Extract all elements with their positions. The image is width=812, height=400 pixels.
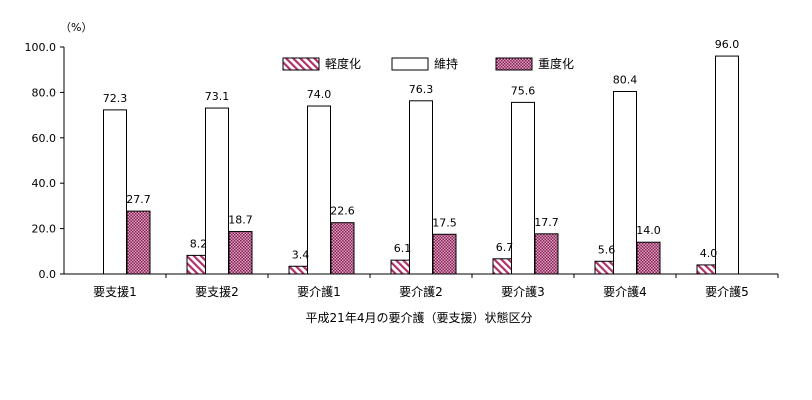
value-label-maintain: 76.3 (409, 83, 434, 96)
y-tick-label: 20.0 (32, 223, 57, 236)
category-labels: 要支援1 要支援2 要介護1 要介護2 要介護3 要介護4 要介護5 (93, 274, 779, 299)
y-tick-label: 0.0 (39, 268, 57, 281)
bar-heavier (330, 222, 355, 275)
value-label-heavier: 22.6 (330, 205, 355, 218)
y-tick-label: 60.0 (32, 132, 57, 145)
bar-heavier (126, 210, 151, 275)
bar-heavier (432, 233, 457, 275)
bar-heavier (636, 241, 661, 275)
value-label-maintain: 96.0 (715, 38, 740, 51)
legend-label-lighter: 軽度化 (325, 56, 361, 71)
category-label: 要介護3 (501, 284, 545, 299)
bar-heavier (534, 233, 559, 275)
x-axis-title: 平成21年4月の要介護（要支援）状態区分 (306, 310, 533, 325)
value-label-heavier: 18.7 (228, 214, 253, 227)
category-label: 要介護5 (705, 284, 749, 299)
legend-swatch-lighter (282, 57, 320, 71)
value-label-heavier: 17.7 (534, 216, 559, 229)
y-axis-unit-label: （%） (60, 21, 92, 34)
legend: 軽度化 維持 重度化 (282, 56, 574, 71)
category-label: 要介護2 (399, 284, 443, 299)
value-label-maintain: 73.1 (205, 90, 230, 103)
legend-swatch-heavier (495, 57, 533, 71)
bar-maintain (511, 101, 535, 275)
legend-label-maintain: 維持 (434, 56, 458, 71)
legend-swatch-maintain (391, 57, 429, 71)
value-label-lighter: 8.2 (190, 237, 208, 250)
value-label-heavier: 17.5 (432, 216, 457, 229)
value-labels: 72.3 27.7 8.2 73.1 18.7 3.4 74.0 22.6 6.1 76.3 17.… (103, 38, 740, 261)
value-label-maintain: 75.6 (511, 84, 536, 97)
value-label-maintain: 72.3 (103, 92, 128, 105)
value-label-lighter: 6.1 (394, 242, 412, 255)
bar-maintain (307, 105, 331, 275)
value-label-lighter: 4.0 (700, 247, 718, 260)
legend-item-maintain: 維持 (391, 56, 458, 71)
bar-maintain (409, 100, 433, 275)
category-label: 要支援1 (93, 285, 137, 299)
category-label: 要支援2 (195, 285, 239, 299)
bar-heavier (228, 231, 253, 275)
bar-maintain (205, 107, 229, 275)
y-tick-label: 40.0 (32, 177, 57, 190)
value-label-maintain: 74.0 (307, 88, 332, 101)
bar-maintain (103, 109, 127, 275)
legend-label-heavier: 重度化 (538, 56, 574, 71)
value-label-heavier: 27.7 (126, 193, 151, 206)
value-label-lighter: 6.7 (496, 241, 514, 254)
value-label-maintain: 80.4 (613, 73, 638, 86)
bar-maintain (613, 90, 637, 275)
bar-maintain (715, 55, 739, 275)
legend-item-heavier: 重度化 (495, 56, 574, 71)
y-tick-label: 100.0 (25, 41, 57, 54)
bars (103, 55, 739, 275)
category-label: 要介護4 (603, 284, 647, 299)
category-label: 要介護1 (297, 284, 341, 299)
value-label-heavier: 14.0 (636, 224, 661, 237)
legend-item-lighter: 軽度化 (282, 56, 361, 71)
y-axis-ticks: 0.0 20.0 40.0 60.0 80.0 100.0 (25, 41, 64, 281)
value-label-lighter: 5.6 (598, 243, 616, 256)
value-label-lighter: 3.4 (292, 248, 310, 261)
y-tick-label: 80.0 (32, 86, 57, 99)
